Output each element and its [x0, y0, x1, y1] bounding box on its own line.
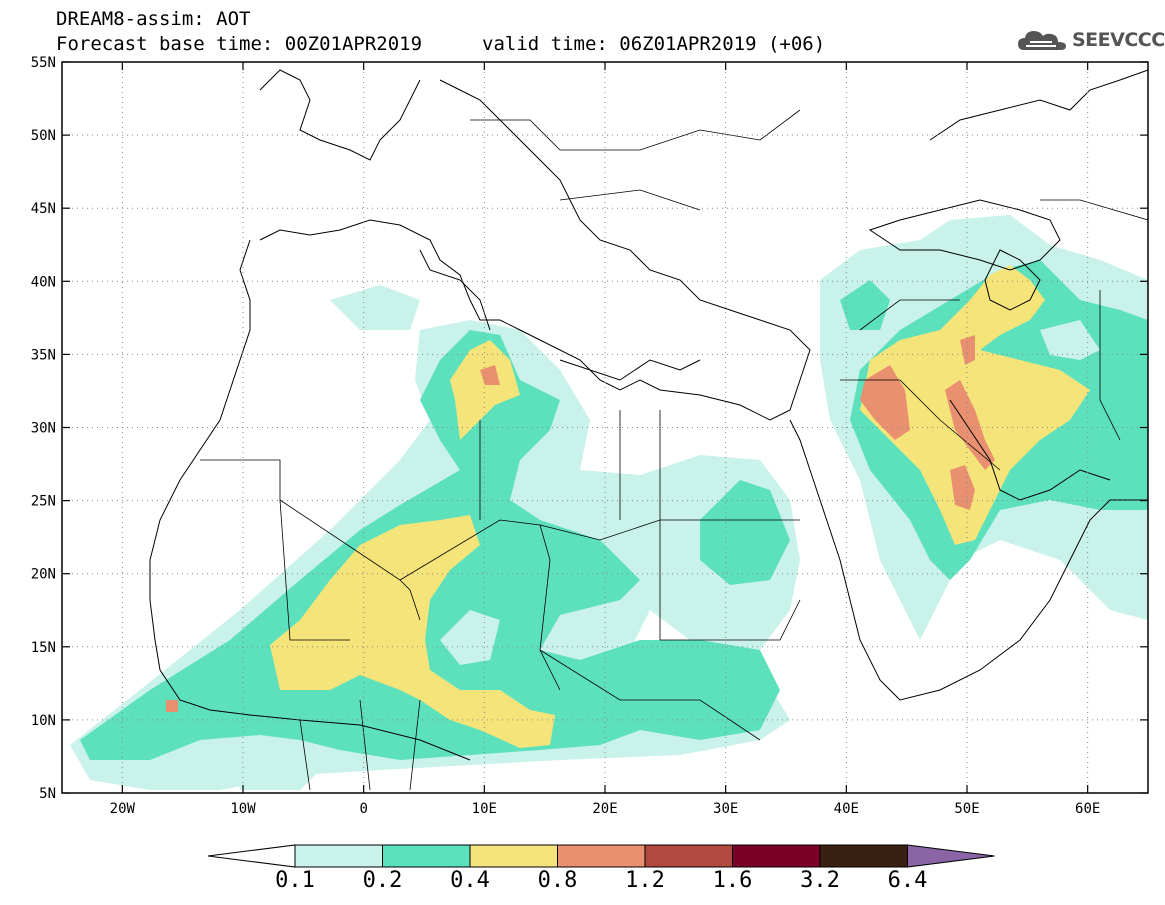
- lon-label: 10W: [230, 801, 256, 817]
- aot-level-0-1-patch: [440, 320, 1100, 665]
- lat-label: 5N: [39, 786, 56, 802]
- country-borders: [200, 109, 1148, 791]
- colorbar-label: 0.8: [538, 868, 578, 893]
- lat-label: 10N: [31, 713, 56, 729]
- colorbar-over-arrow: [907, 844, 995, 868]
- colorbar-label: 1.2: [625, 868, 665, 893]
- aot-level-0-4: [270, 265, 1090, 748]
- colorbar-swatch: [294, 844, 383, 868]
- aot-field: [70, 215, 1148, 790]
- lat-label: 35N: [31, 347, 56, 363]
- lon-labels: 20W 10W 0 10E 20E 30E 40E 50E 60E: [110, 801, 1101, 817]
- colorbar-swatch: [732, 844, 821, 868]
- lat-label: 20N: [31, 567, 56, 583]
- lon-label: 0: [359, 801, 367, 817]
- aot-level-0-8: [166, 335, 995, 712]
- colorbar-label: 1.6: [713, 868, 753, 893]
- lat-label: 45N: [31, 201, 56, 217]
- lat-label: 40N: [31, 274, 56, 290]
- colorbar-under-arrow: [207, 844, 296, 868]
- axis-ticks: [62, 61, 1148, 794]
- graticule: [62, 62, 1148, 793]
- colorbar-swatch: [644, 844, 733, 868]
- lon-label: 10E: [472, 801, 497, 817]
- colorbar-label: 0.2: [363, 868, 403, 893]
- colorbar-swatch: [819, 844, 908, 868]
- lon-label: 50E: [954, 801, 979, 817]
- coastlines: [149, 69, 1148, 761]
- lon-label: 20W: [110, 801, 136, 817]
- lat-labels: 55N 50N 45N 40N 35N 30N 25N 20N 15N 10N 5N: [31, 55, 56, 802]
- lat-label: 55N: [31, 55, 56, 71]
- lat-label: 15N: [31, 640, 56, 656]
- lon-label: 20E: [592, 801, 617, 817]
- colorbar-swatch: [469, 844, 558, 868]
- lon-label: 30E: [713, 801, 738, 817]
- map-title: DREAM8-assim: AOT: [56, 8, 251, 30]
- lon-label: 40E: [834, 801, 859, 817]
- seevccc-logo: SEEVCCC: [1016, 26, 1165, 56]
- logo-text: SEEVCCC: [1072, 29, 1165, 51]
- colorbar-label: 0.4: [450, 868, 490, 893]
- lat-label: 30N: [31, 421, 56, 437]
- colorbar-label: 3.2: [800, 868, 840, 893]
- valid-time: valid time: 06Z01APR2019 (+06): [482, 33, 826, 55]
- colorbar-label: 0.1: [275, 868, 315, 893]
- lat-label: 25N: [31, 494, 56, 510]
- lat-label: 50N: [31, 128, 56, 144]
- forecast-base-time: Forecast base time: 00Z01APR2019: [56, 33, 423, 55]
- colorbar-swatch: [382, 844, 471, 868]
- colorbar-label: 6.4: [888, 868, 928, 893]
- colorbar: 0.1 0.2 0.4 0.8 1.2 1.6 3.2 6.4: [207, 844, 995, 893]
- cloud-icon: [1018, 31, 1066, 50]
- colorbar-swatch: [557, 844, 646, 868]
- lon-label: 60E: [1075, 801, 1100, 817]
